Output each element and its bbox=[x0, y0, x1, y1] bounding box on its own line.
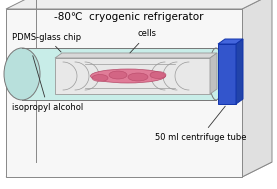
Ellipse shape bbox=[109, 71, 127, 79]
Polygon shape bbox=[210, 53, 217, 94]
Polygon shape bbox=[218, 44, 236, 104]
Text: 50 ml centrifuge tube: 50 ml centrifuge tube bbox=[155, 106, 247, 142]
Ellipse shape bbox=[209, 48, 223, 100]
Polygon shape bbox=[236, 39, 243, 104]
Polygon shape bbox=[218, 39, 243, 44]
Ellipse shape bbox=[150, 71, 166, 78]
Ellipse shape bbox=[4, 48, 40, 100]
Polygon shape bbox=[6, 9, 242, 177]
Polygon shape bbox=[6, 162, 272, 177]
Polygon shape bbox=[242, 0, 272, 177]
Ellipse shape bbox=[91, 69, 165, 83]
Polygon shape bbox=[55, 58, 210, 94]
Polygon shape bbox=[22, 48, 216, 100]
Text: -80℃  cryogenic refrigerator: -80℃ cryogenic refrigerator bbox=[54, 12, 204, 22]
Polygon shape bbox=[6, 0, 272, 9]
Polygon shape bbox=[55, 53, 217, 58]
Text: PDMS-glass chip: PDMS-glass chip bbox=[12, 33, 81, 52]
Ellipse shape bbox=[128, 73, 148, 81]
Ellipse shape bbox=[92, 74, 108, 81]
Text: isopropyl alcohol: isopropyl alcohol bbox=[12, 56, 83, 112]
Text: cells: cells bbox=[130, 29, 157, 53]
